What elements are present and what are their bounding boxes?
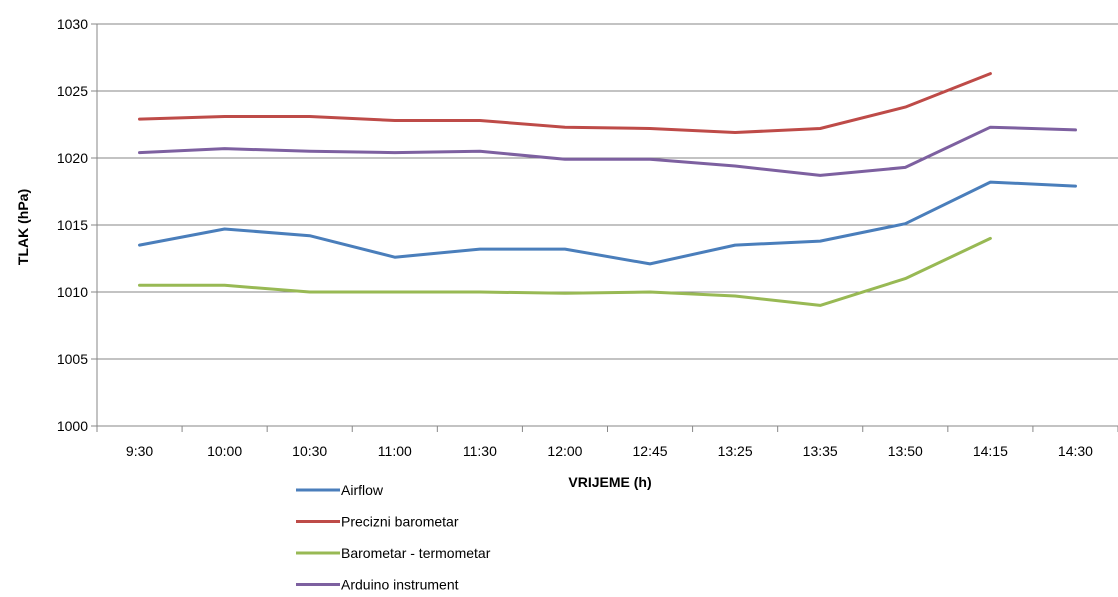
x-axis: 9:30 10:00 10:30 11:00 11:30 12:00 12:45 13:25 1… <box>96 426 1118 459</box>
y-tick-label: 1020 <box>57 150 88 166</box>
x-tick-label: 12:45 <box>633 443 668 459</box>
series-line-3 <box>138 125 1077 177</box>
legend-label: Barometar - termometar <box>341 545 491 561</box>
x-tick-label: 13:50 <box>888 443 923 459</box>
y-tick-label: 1015 <box>57 217 88 233</box>
series-lines <box>138 72 1077 307</box>
x-tick-label: 9:30 <box>126 443 153 459</box>
x-tick-label: 10:00 <box>207 443 242 459</box>
x-tick-label: 14:30 <box>1058 443 1093 459</box>
y-tick-label: 1000 <box>57 418 88 434</box>
x-tick-label: 10:30 <box>292 443 327 459</box>
legend-label: Precizni barometar <box>341 514 459 530</box>
x-tick-label: 11:30 <box>463 443 497 459</box>
legend-label: Airflow <box>341 482 384 498</box>
legend-label: Arduino instrument <box>341 577 459 593</box>
y-tick-label: 1025 <box>57 83 88 99</box>
series-line-1 <box>138 72 992 134</box>
x-tick-label: 11:00 <box>378 443 412 459</box>
y-tick-label: 1005 <box>57 351 88 367</box>
series-line-0 <box>138 180 1077 266</box>
y-axis: 1000 1005 1010 1015 1020 1025 1030 <box>57 16 98 434</box>
x-tick-label: 12:00 <box>547 443 582 459</box>
legend: Airflow Precizni barometar Barometar - ter… <box>296 482 491 593</box>
x-axis-title: VRIJEME (h) <box>568 474 651 490</box>
y-tick-label: 1010 <box>57 284 88 300</box>
y-axis-title: TLAK (hPa) <box>15 189 31 265</box>
y-tick-label: 1030 <box>57 16 88 32</box>
x-tick-label: 13:35 <box>803 443 838 459</box>
series-line-2 <box>138 236 992 307</box>
x-tick-label: 14:15 <box>973 443 1008 459</box>
x-tick-label: 13:25 <box>718 443 753 459</box>
